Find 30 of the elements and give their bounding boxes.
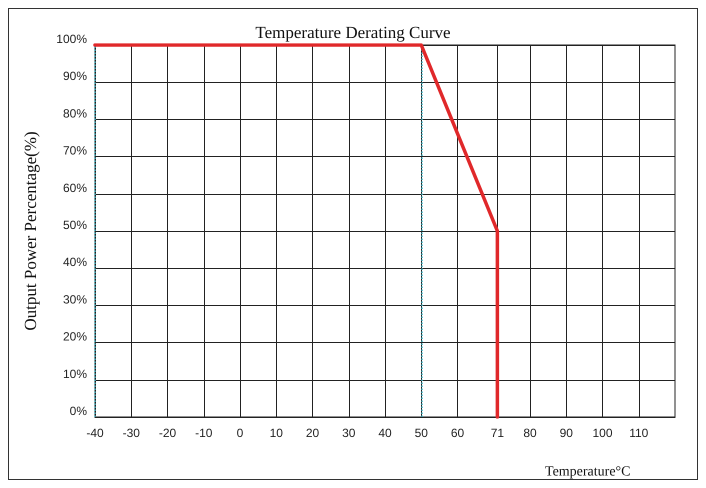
x-tick-label: -10 xyxy=(195,426,213,440)
x-tick-label: -30 xyxy=(122,426,140,440)
chart-title: Temperature Derating Curve xyxy=(255,23,451,42)
y-tick-label: 50% xyxy=(62,218,88,232)
x-tick-label: 90 xyxy=(560,426,574,440)
x-tick-label: 10 xyxy=(270,426,284,440)
y-tick-label: 40% xyxy=(62,255,88,270)
x-tick-label: 60 xyxy=(450,426,464,440)
x-tick-label: 71 xyxy=(490,426,504,440)
x-tick-label: 40 xyxy=(378,426,392,440)
y-tick-label: 90% xyxy=(62,69,88,84)
y-tick-label: 80% xyxy=(62,106,88,120)
y-axis-title: Output Power Percentage(%) xyxy=(21,131,40,331)
y-tick-label: 30% xyxy=(62,292,88,306)
y-tick-label: 70% xyxy=(62,144,88,158)
x-tick-label: 0 xyxy=(236,426,244,440)
y-tick-label: 20% xyxy=(62,330,88,344)
x-tick-label: -20 xyxy=(158,426,176,440)
x-axis-title: Temperature°C xyxy=(545,464,630,480)
x-tick-label: 80 xyxy=(523,426,537,440)
x-tick-label: 20 xyxy=(306,426,320,440)
x-tick-label: 100 xyxy=(592,426,613,440)
x-tick-label: 30 xyxy=(342,426,356,440)
y-tick-label: 10% xyxy=(62,366,88,381)
y-tick-label: 60% xyxy=(62,180,88,195)
x-tick-label: 110 xyxy=(629,426,649,440)
x-tick-label: 50 xyxy=(414,426,428,440)
x-tick-label: -40 xyxy=(86,426,104,440)
y-tick-label: 0% xyxy=(70,404,88,418)
y-tick-label: 100% xyxy=(56,32,88,46)
